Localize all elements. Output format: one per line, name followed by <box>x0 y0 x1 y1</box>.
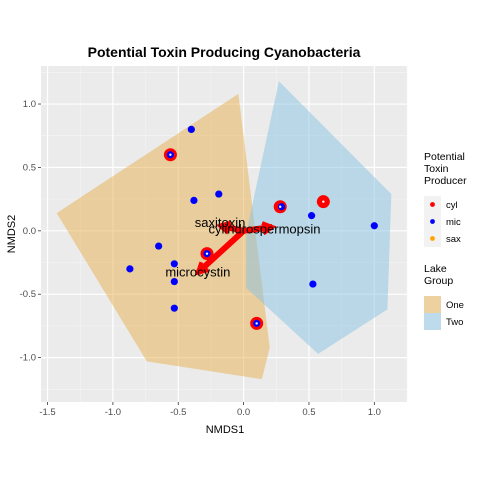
legend-title-line: Producer <box>424 175 467 187</box>
y-tick-label: 0.5 <box>23 162 36 173</box>
x-tick-label: 0.5 <box>302 407 315 418</box>
legend-label-cyl: cyl <box>446 200 458 211</box>
legend-key-point-cyl <box>430 202 435 207</box>
chart-title: Potential Toxin Producing Cyanobacteria <box>88 44 361 60</box>
legend-label-mic: mic <box>446 217 461 228</box>
point-core <box>169 154 171 156</box>
point-mic <box>188 126 195 133</box>
x-tick-label: 1.0 <box>368 407 381 418</box>
point-mic <box>155 242 162 249</box>
point-core <box>322 200 324 202</box>
point-core <box>206 252 208 254</box>
legend-title-line: Potential <box>424 151 465 163</box>
point-mic <box>371 222 378 229</box>
point-mic <box>215 190 222 197</box>
point-mic <box>190 197 197 204</box>
y-tick-label: 1.0 <box>23 99 36 110</box>
legend-title-line: Lake <box>424 263 447 275</box>
y-tick-label: -0.5 <box>20 289 36 300</box>
legend-key-fill-Two <box>424 313 441 330</box>
y-tick-label: 0.0 <box>23 226 36 237</box>
x-tick-label: -1.5 <box>39 407 55 418</box>
plot-area: saxitoxincylindrospermopsinmicrocystin-1… <box>20 66 407 418</box>
point-core <box>255 322 257 324</box>
y-tick-label: -1.0 <box>20 353 36 364</box>
x-axis-title: NMDS1 <box>206 424 245 436</box>
point-mic <box>171 305 178 312</box>
point-core <box>279 206 281 208</box>
point-mic <box>278 203 285 210</box>
legend-key-fill-One <box>424 296 441 313</box>
point-mic <box>308 212 315 219</box>
x-tick-label: -1.0 <box>105 407 121 418</box>
x-tick-label: 0.0 <box>237 407 250 418</box>
legend-key-point-sax <box>430 236 435 241</box>
legend-title-line: Group <box>424 275 453 287</box>
legend-label-sax: sax <box>446 234 461 245</box>
legend-label-One: One <box>446 300 464 311</box>
point-mic <box>126 265 133 272</box>
y-axis-title: NMDS2 <box>6 215 18 254</box>
vector-label-cylindrospermopsin: cylindrospermopsin <box>209 222 321 237</box>
legend-key-point-mic <box>430 219 435 224</box>
x-tick-label: -0.5 <box>170 407 186 418</box>
vector-label-microcystin: microcystin <box>165 265 230 280</box>
point-mic <box>309 280 316 287</box>
legend-title-line: Toxin <box>424 163 449 175</box>
legend-label-Two: Two <box>446 317 463 328</box>
